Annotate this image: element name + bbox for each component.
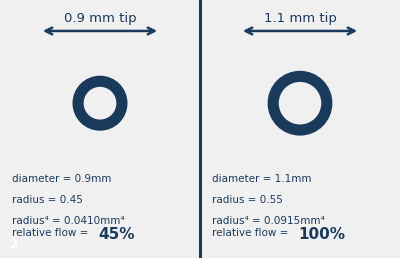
Text: 2: 2 [10, 238, 19, 251]
Text: radius⁴ = 0.0410mm⁴: radius⁴ = 0.0410mm⁴ [12, 216, 125, 227]
Text: diameter = 0.9mm: diameter = 0.9mm [12, 174, 111, 184]
Text: 0.9 mm tip: 0.9 mm tip [64, 12, 136, 25]
Text: radius = 0.45: radius = 0.45 [12, 195, 83, 205]
Text: 1.1 mm tip: 1.1 mm tip [264, 12, 336, 25]
Text: 45%: 45% [98, 227, 134, 242]
Text: radius⁴ = 0.0915mm⁴: radius⁴ = 0.0915mm⁴ [212, 216, 325, 227]
Text: relative flow =: relative flow = [212, 228, 292, 238]
Text: diameter = 1.1mm: diameter = 1.1mm [212, 174, 312, 184]
Text: radius = 0.55: radius = 0.55 [212, 195, 283, 205]
Text: 100%: 100% [298, 227, 345, 242]
Text: relative flow =: relative flow = [12, 228, 92, 238]
